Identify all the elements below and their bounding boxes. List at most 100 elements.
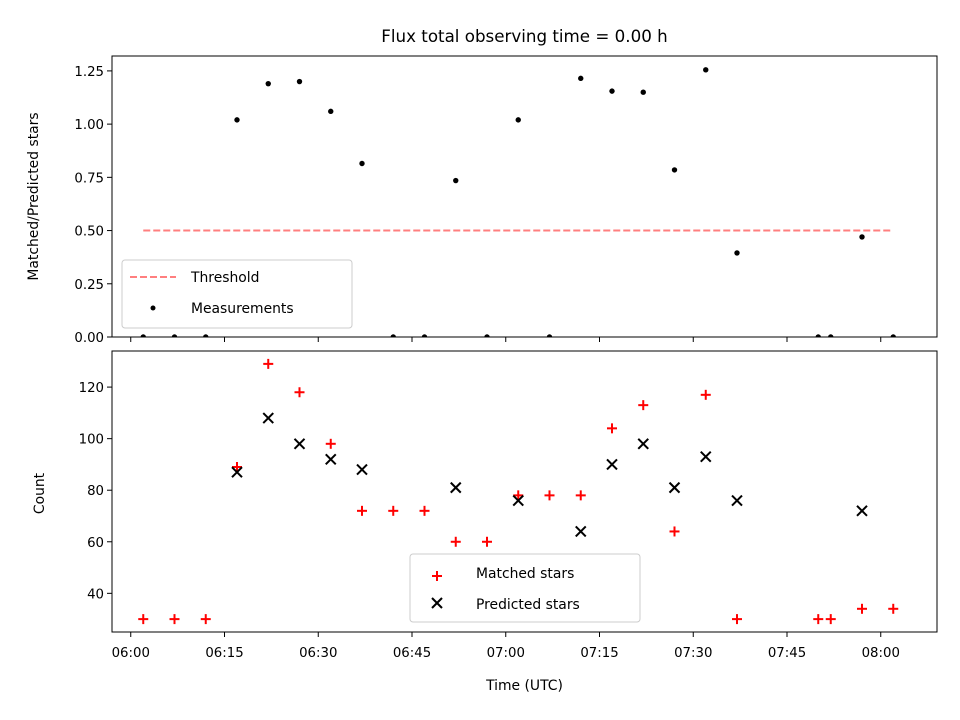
- measurement-point: [234, 117, 240, 123]
- legend-matched-swatch: [432, 571, 442, 581]
- matched-star-point: [200, 614, 211, 625]
- y-tick-label: 0.75: [74, 171, 104, 186]
- matched-star-point: [575, 490, 586, 501]
- bottom-plot-area: 40 60 80 100 120 06:00 06:15 06:30 06:45 07:00 07:…: [79, 350, 938, 661]
- top-panel-y-axis-label: Matched/Predicted stars: [26, 112, 42, 280]
- top-axes-frame: [111, 55, 938, 338]
- x-tick-label: 06:15: [205, 646, 243, 661]
- predicted-star-point: [262, 412, 274, 424]
- matched-star-point: [450, 536, 461, 547]
- x-tick-label: 06:00: [112, 646, 150, 661]
- y-tick-label: 100: [79, 433, 104, 448]
- measurement-point: [578, 75, 584, 82]
- legend-measurements-swatch: [150, 305, 156, 311]
- matched-star-point: [669, 526, 680, 537]
- legend-threshold-label: Threshold: [190, 270, 259, 286]
- y-tick-label: 0.50: [74, 225, 104, 240]
- x-tick-label: 07:30: [674, 646, 712, 661]
- matched-star-point: [607, 423, 617, 434]
- measurement-point: [390, 334, 396, 337]
- predicted-star-point: [293, 438, 306, 450]
- measurement-point: [328, 108, 334, 115]
- y-tick-label: 0.25: [74, 278, 104, 293]
- predicted-star-point: [668, 481, 681, 494]
- matched-star-point: [232, 462, 242, 473]
- y-tick-label: 0.00: [74, 331, 104, 346]
- measurement-point: [140, 334, 146, 337]
- bottom-marks: [138, 358, 899, 625]
- legend-measurements-label: Measurements: [191, 301, 294, 317]
- measurement-point: [203, 334, 209, 337]
- x-tick-label: 08:00: [862, 646, 900, 661]
- matched-star-point: [294, 387, 305, 398]
- matched-star-point: [513, 490, 524, 501]
- matched-star-point: [544, 490, 555, 501]
- x-tick-label: 06:45: [393, 646, 431, 661]
- measurement-point: [453, 177, 459, 184]
- measurement-point: [671, 167, 678, 173]
- predicted-star-point: [700, 450, 712, 463]
- top-panel-title: Flux total observing time = 0.00 h: [381, 26, 667, 46]
- matched-star-point: [638, 400, 649, 411]
- predicted-star-point: [606, 458, 618, 471]
- top-legend-frame: [121, 259, 353, 329]
- matched-star-point: [813, 614, 824, 625]
- y-tick-label: 40: [87, 587, 104, 602]
- matched-star-point: [388, 505, 399, 516]
- measurement-point: [890, 334, 896, 337]
- measurement-point: [546, 334, 553, 337]
- measurement-point: [265, 80, 271, 87]
- measurement-point: [828, 334, 834, 337]
- measurement-point: [171, 334, 178, 337]
- x-tick-label: 07:45: [768, 646, 806, 661]
- y-tick-label: 120: [79, 381, 104, 396]
- measurement-point: [515, 117, 521, 123]
- legend-predicted-label: Predicted stars: [476, 597, 580, 613]
- measurement-point: [609, 88, 615, 94]
- matched-star-point: [138, 614, 149, 625]
- y-tick-label: 60: [87, 536, 104, 551]
- measurement-point: [296, 78, 303, 85]
- bottom-panel: Count Time (UTC) 40 60 80 100 120 06:00 06:15 0…: [32, 350, 938, 694]
- matched-star-point: [357, 505, 367, 516]
- measurement-point: [703, 67, 709, 73]
- y-tick-label: 1.25: [74, 65, 104, 80]
- top-marks: [140, 67, 896, 337]
- x-tick-label: 07:00: [487, 646, 525, 661]
- x-tick-label: 06:30: [299, 646, 337, 661]
- matched-star-point: [888, 603, 899, 614]
- predicted-star-point: [356, 463, 368, 476]
- measurement-point: [640, 89, 646, 95]
- bottom-legend: Matched stars Predicted stars: [409, 553, 641, 623]
- matched-star-point: [263, 358, 274, 369]
- measurement-point: [484, 334, 490, 337]
- legend-matched-label: Matched stars: [476, 566, 574, 582]
- predicted-star-point: [637, 438, 649, 450]
- bottom-legend-frame: [409, 553, 641, 623]
- x-tick-label: 07:15: [580, 646, 618, 661]
- bottom-panel-x-axis-label: Time (UTC): [485, 678, 563, 694]
- predicted-star-point: [856, 505, 868, 517]
- top-legend: Threshold Measurements: [121, 259, 353, 329]
- matched-star-point: [169, 614, 180, 625]
- matched-star-point: [700, 389, 711, 400]
- matched-star-point: [732, 614, 742, 625]
- y-tick-label: 80: [87, 484, 104, 499]
- y-tick-label: 1.00: [74, 118, 104, 133]
- matched-star-point: [325, 438, 336, 449]
- matched-star-point: [482, 536, 492, 547]
- bottom-panel-y-axis-label: Count: [32, 472, 48, 514]
- measurement-point: [815, 334, 821, 337]
- matched-star-point: [857, 603, 867, 614]
- measurement-point: [421, 334, 428, 337]
- matched-star-point: [419, 505, 430, 516]
- predicted-star-point: [325, 453, 337, 465]
- bottom-axes-frame: [111, 350, 938, 633]
- predicted-star-point: [731, 494, 743, 507]
- predicted-star-point: [512, 494, 524, 507]
- measurement-point: [734, 250, 740, 256]
- top-plot-area: 0.00 0.25 0.50 0.75 1.00 1.25: [74, 55, 938, 346]
- measurement-point: [859, 234, 865, 240]
- predicted-star-point: [575, 525, 587, 538]
